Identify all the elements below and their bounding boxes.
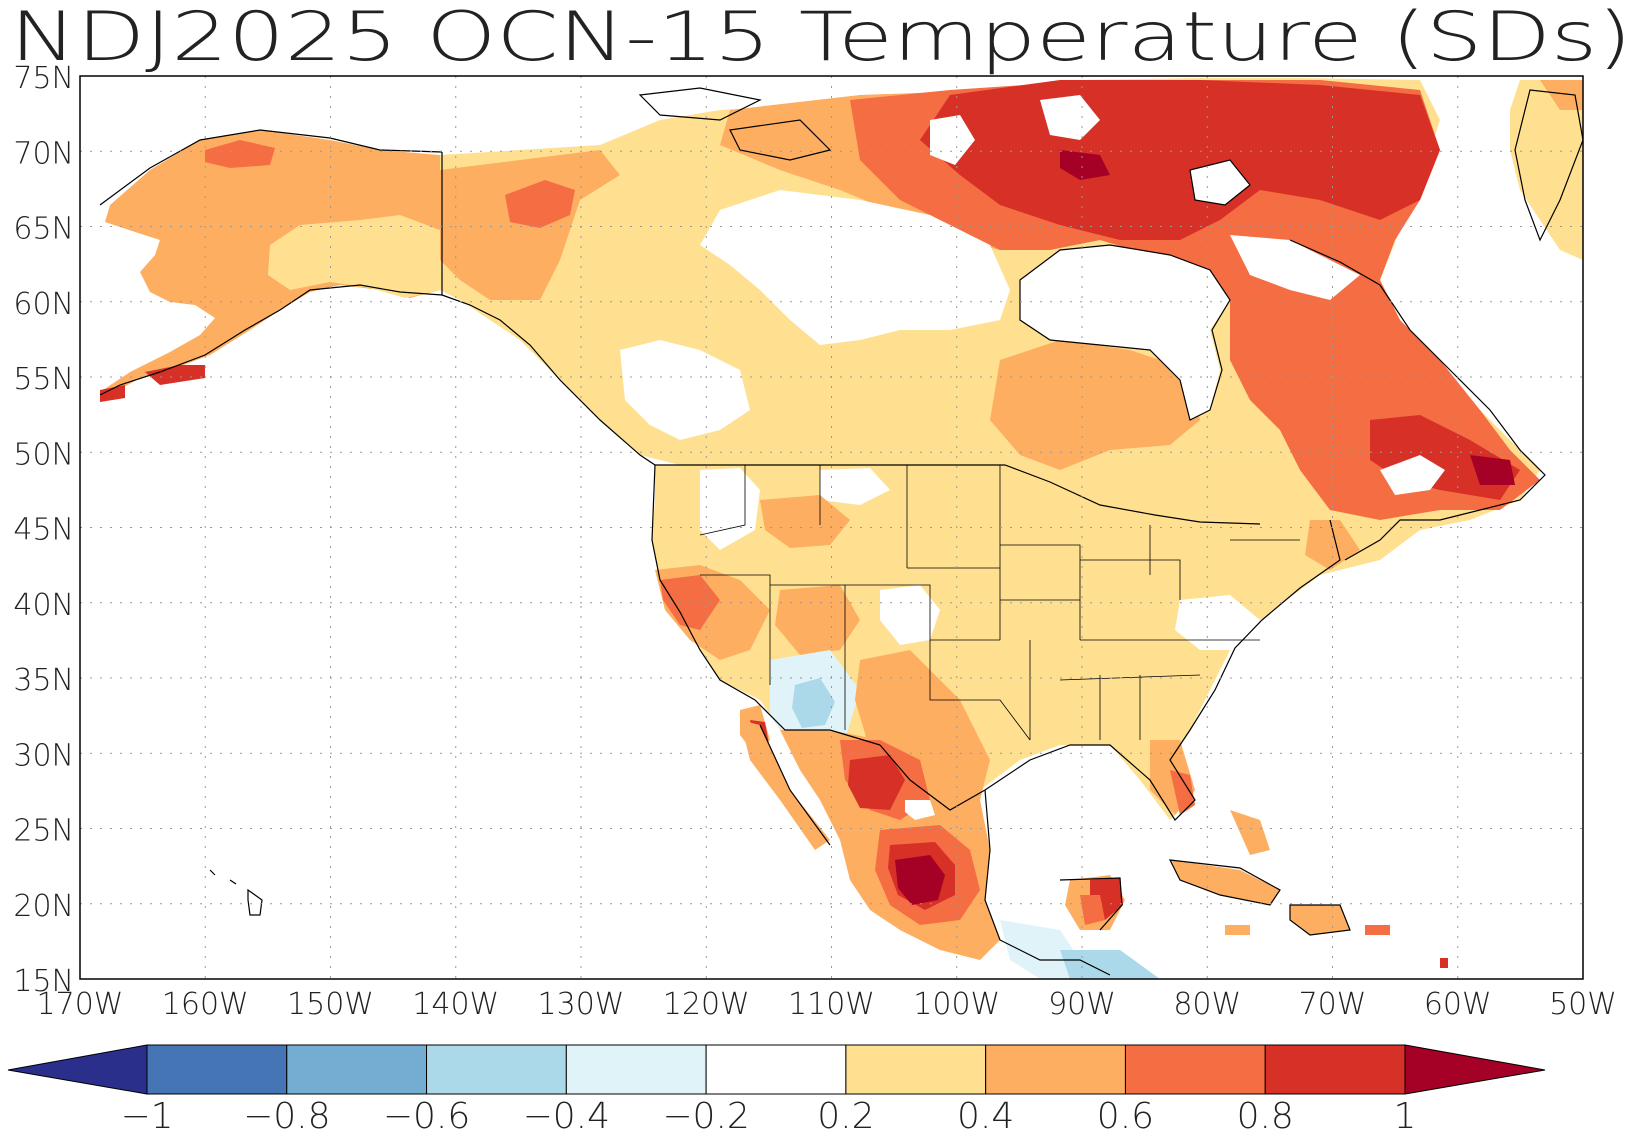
colorbar-tick-label: −0.2	[662, 1096, 749, 1132]
lat-tick-label: 50N	[13, 437, 74, 472]
lat-tick-label: 75N	[13, 61, 74, 96]
lon-tick-label: 80W	[1173, 987, 1241, 1022]
anomaly-fill-layer	[100, 78, 1583, 979]
colorbar: −1 −0.8 −0.6 −0.4 −0.2 0.2 0.4 0.6 0.8 1	[7, 1044, 1546, 1132]
map-frame	[79, 75, 1584, 980]
lon-tick-label: 110W	[788, 987, 875, 1022]
colorbar-swatch	[985, 1044, 1126, 1095]
lon-tick-label: 50W	[1549, 987, 1617, 1022]
colorbar-tick-label: 0.8	[1237, 1096, 1294, 1132]
colorbar-tick-label: 0.2	[817, 1096, 874, 1132]
colorbar-tick-label: 0.6	[1097, 1096, 1154, 1132]
colorbar-swatch	[1264, 1044, 1406, 1095]
colorbar-swatch	[845, 1044, 987, 1095]
lat-tick-label: 15N	[13, 964, 74, 999]
state-lines	[699, 465, 1300, 741]
lat-tick-label: 30N	[13, 738, 74, 773]
colorbar-swatch	[286, 1044, 428, 1095]
lon-tick-label: 90W	[1048, 987, 1116, 1022]
lat-tick-label: 25N	[13, 814, 74, 849]
lon-tick-label: 130W	[538, 987, 625, 1022]
latitude-labels: 15N 20N 25N 30N 35N 40N 45N 50N 55N 60N 65N 70N 75N	[13, 61, 74, 999]
colorbar-tick-label: 1	[1394, 1096, 1417, 1132]
colorbar-tick-label: −0.4	[523, 1096, 610, 1132]
lon-tick-label: 100W	[913, 987, 1000, 1022]
lat-tick-label: 65N	[13, 212, 74, 247]
lon-tick-label: 140W	[412, 987, 499, 1022]
lon-tick-label: 160W	[162, 987, 249, 1022]
colorbar-swatch	[426, 1044, 567, 1095]
lon-tick-label: 150W	[287, 987, 374, 1022]
lat-tick-label: 70N	[13, 136, 74, 171]
map-title: NDJ2025 OCN-15 Temperature (SDs)	[10, 0, 1632, 77]
lon-tick-label: 60W	[1424, 987, 1492, 1022]
lon-tick-label: 170W	[37, 987, 124, 1022]
colorbar-swatch	[146, 1044, 288, 1095]
colorbar-tick-label: 0.4	[957, 1096, 1014, 1132]
colorbar-low-arrow	[7, 1044, 148, 1095]
lon-tick-label: 70W	[1299, 987, 1367, 1022]
colorbar-high-arrow	[1404, 1044, 1546, 1095]
colorbar-swatch	[705, 1044, 847, 1095]
colorbar-swatch	[565, 1044, 707, 1095]
map-panel: 15N20N25N30N35N40N45N50N55N60N65N70N75N …	[13, 61, 1617, 1022]
longitude-labels: 170W 160W 150W 140W 130W 120W 110W 100W 90W 80W 70…	[37, 987, 1617, 1022]
lon-tick-label: 120W	[663, 987, 750, 1022]
hudson-bay	[1020, 245, 1230, 420]
coastline-layer	[99, 87, 1583, 976]
colorbar-tick-label: −0.6	[383, 1096, 470, 1132]
colorbar-tick-label: −1	[120, 1096, 173, 1132]
lat-tick-label: 35N	[13, 663, 74, 698]
lat-tick-label: 55N	[13, 362, 74, 397]
greenland-region	[1510, 80, 1583, 260]
lat-tick-label: 40N	[13, 588, 74, 623]
lat-tick-label: 60N	[13, 287, 74, 322]
caribbean-region	[1170, 860, 1280, 905]
colorbar-swatch	[1124, 1044, 1266, 1095]
lat-tick-label: 45N	[13, 513, 74, 548]
lat-lon-grid	[80, 76, 1583, 979]
colorbar-tick-label: −0.8	[243, 1096, 330, 1132]
lat-tick-label: 20N	[13, 889, 74, 924]
